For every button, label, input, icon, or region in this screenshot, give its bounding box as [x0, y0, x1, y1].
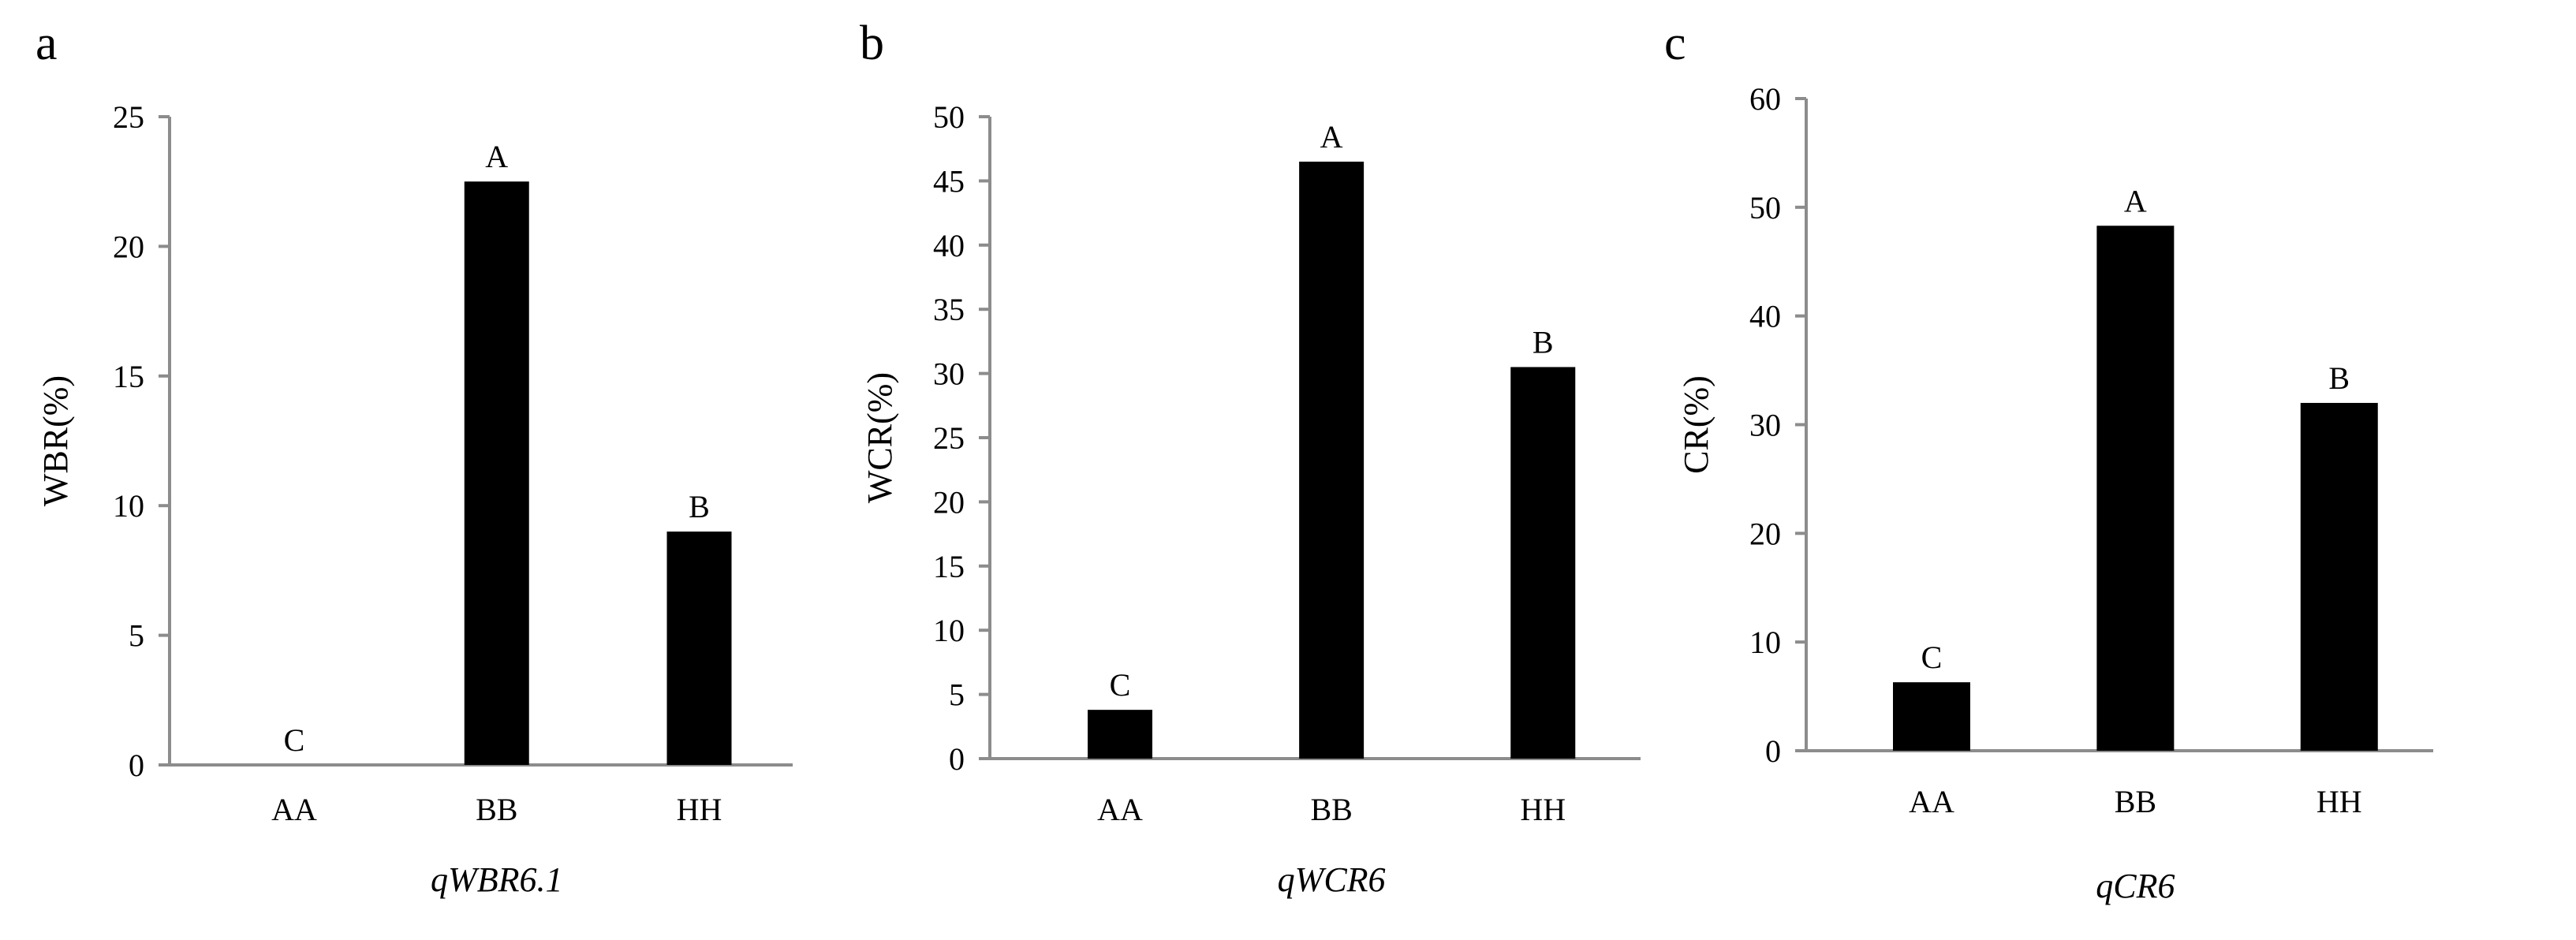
- x-tick-label: HH: [2317, 784, 2362, 819]
- x-tick-label: HH: [1520, 792, 1566, 827]
- y-tick-label: 50: [933, 99, 965, 135]
- x-axis-title: qWBR6.1: [431, 860, 562, 899]
- x-tick-label: BB: [2115, 784, 2156, 819]
- bar-bb: [1299, 161, 1365, 759]
- y-tick-label: 15: [933, 549, 965, 584]
- y-tick-label: 15: [113, 359, 144, 394]
- x-tick-label: HH: [677, 792, 722, 827]
- y-tick-label: 30: [1749, 408, 1781, 443]
- y-axis-title: WCR(%): [861, 372, 899, 503]
- y-tick-label: 35: [933, 292, 965, 327]
- significance-letter: B: [2328, 360, 2350, 396]
- y-tick-label: 0: [949, 741, 965, 777]
- bar-bb: [464, 181, 529, 765]
- y-tick-label: 60: [1749, 81, 1781, 117]
- y-tick-label: 25: [113, 99, 144, 135]
- x-axis-title: qWCR6: [1278, 860, 1386, 899]
- panel-label: c: [1664, 17, 1686, 70]
- panel-label: a: [35, 17, 58, 70]
- y-tick-label: 0: [1765, 733, 1781, 769]
- y-tick-label: 40: [933, 228, 965, 263]
- x-tick-label: BB: [476, 792, 517, 827]
- y-tick-label: 5: [949, 677, 965, 713]
- x-tick-label: AA: [271, 792, 317, 827]
- x-tick-label: AA: [1097, 792, 1143, 827]
- bar-aa: [1088, 710, 1152, 759]
- panel-label: b: [860, 17, 884, 70]
- y-tick-label: 10: [1749, 625, 1781, 660]
- x-axis-title: qCR6: [2096, 867, 2175, 905]
- y-tick-label: 25: [933, 420, 965, 456]
- panel-a: a 0 5 10 15 20 25 AA C BB A HH B WBR(%) qWBR6.1: [35, 17, 793, 899]
- panel-b: b 0 5 10 15 20 25 30 35 40 45 50 AA C BB A HH B WCR(%) qWC…: [860, 17, 1641, 899]
- y-tick-label: 40: [1749, 299, 1781, 334]
- y-tick-label: 20: [1749, 516, 1781, 551]
- y-tick-label: 30: [933, 356, 965, 392]
- y-axis-title: WBR(%): [36, 375, 75, 506]
- bar-hh: [2300, 402, 2378, 751]
- x-tick-label: AA: [1909, 784, 1954, 819]
- y-tick-label: 10: [933, 613, 965, 648]
- significance-letter: A: [1320, 119, 1343, 155]
- significance-letter: C: [1110, 667, 1131, 703]
- y-tick-label: 45: [933, 163, 965, 199]
- panel-c: c 0 10 20 30 40 50 60 AA C BB A HH B CR(%) qCR6: [1664, 17, 2433, 905]
- significance-letter: B: [689, 489, 710, 524]
- y-tick-label: 0: [129, 748, 144, 783]
- y-tick-label: 5: [129, 618, 144, 654]
- y-tick-label: 20: [933, 484, 965, 520]
- significance-letter: A: [485, 139, 508, 174]
- y-tick-label: 10: [113, 488, 144, 524]
- bar-bb: [2096, 226, 2175, 751]
- y-tick-label: 20: [113, 229, 144, 264]
- y-axis-title: CR(%): [1677, 375, 1715, 474]
- bar-hh: [1510, 367, 1576, 759]
- y-tick-label: 50: [1749, 190, 1781, 226]
- bar-hh: [666, 532, 732, 765]
- significance-letter: C: [284, 722, 305, 758]
- significance-letter: B: [1533, 324, 1554, 360]
- x-tick-label: BB: [1310, 792, 1352, 827]
- bar-aa: [1893, 682, 1970, 751]
- significance-letter: C: [1921, 640, 1943, 675]
- significance-letter: A: [2124, 183, 2147, 218]
